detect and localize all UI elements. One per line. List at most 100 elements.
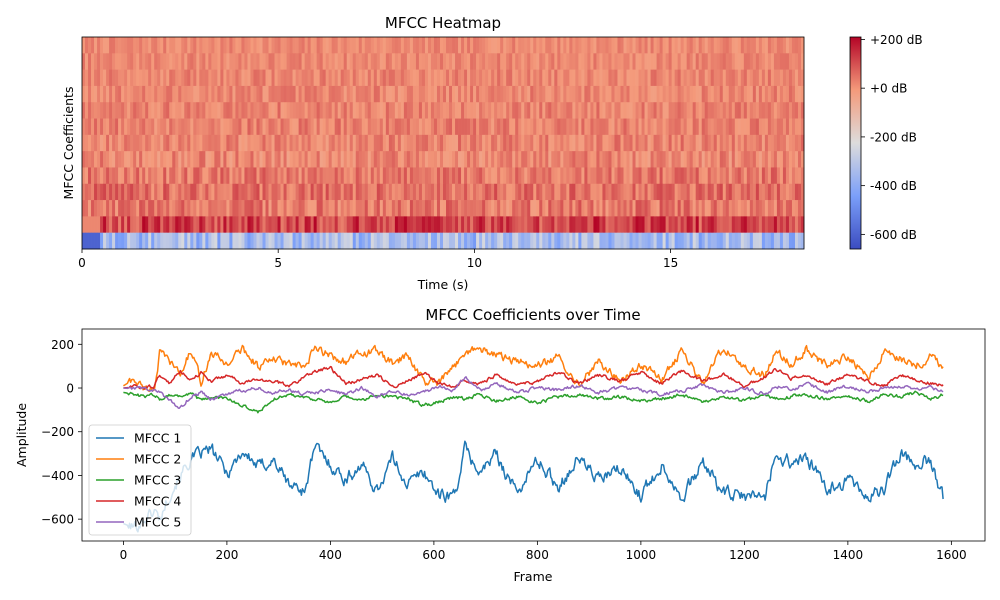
- heatmap-cell: [142, 102, 146, 119]
- heatmap-cell: [400, 216, 405, 234]
- heatmap-cell: [485, 134, 489, 152]
- heatmap-cell: [187, 232, 191, 250]
- heatmap-cell: [172, 200, 176, 217]
- heatmap-cell: [229, 134, 233, 152]
- heatmap-cell: [686, 200, 691, 217]
- heatmap-cell: [352, 134, 357, 152]
- heatmap-cell: [665, 200, 669, 217]
- heatmap-cell: [764, 134, 769, 152]
- heatmap-cell: [310, 134, 314, 152]
- heatmap-cell: [94, 183, 98, 201]
- heatmap-cell: [196, 134, 200, 152]
- heatmap-cell: [349, 102, 354, 119]
- heatmap-cell: [599, 118, 603, 136]
- heatmap-cell: [190, 53, 194, 70]
- heatmap-cell: [707, 37, 712, 54]
- heatmap-cell: [449, 37, 453, 54]
- heatmap-cell: [455, 151, 459, 168]
- heatmap-cell: [779, 167, 784, 185]
- heatmap-cell: [608, 216, 612, 234]
- heatmap-cell: [752, 200, 757, 217]
- heatmap-cell: [587, 69, 591, 87]
- heatmap-cell: [118, 53, 122, 70]
- heatmap-cell: [385, 167, 390, 185]
- heatmap-cell: [734, 118, 739, 136]
- heatmap-cell: [259, 134, 263, 152]
- heatmap-cell: [557, 69, 561, 87]
- heatmap-cell: [385, 102, 390, 119]
- heatmap-cell: [358, 118, 363, 136]
- heatmap-cell: [175, 167, 179, 185]
- heatmap-cell: [737, 167, 742, 185]
- heatmap-cell: [136, 118, 140, 136]
- heatmap-cell: [467, 167, 471, 185]
- heatmap-cell: [334, 53, 339, 70]
- heatmap-cell: [788, 183, 793, 201]
- heatmap-cell: [199, 134, 203, 152]
- heatmap-cell: [352, 167, 357, 185]
- heatmap-cell: [692, 37, 697, 54]
- heatmap-cell: [301, 232, 305, 250]
- heatmap-cell: [458, 167, 462, 185]
- heatmap-cell: [539, 151, 543, 168]
- heatmap-cell: [713, 118, 718, 136]
- heatmap-cell: [674, 69, 678, 87]
- heatmap-cell: [256, 118, 260, 136]
- heatmap-cell: [109, 167, 113, 185]
- heatmap-cell: [575, 151, 579, 168]
- heatmap-cell: [713, 167, 718, 185]
- heatmap-cell: [109, 151, 113, 168]
- heatmap-cell: [391, 37, 396, 54]
- heatmap-cell: [551, 69, 555, 87]
- heatmap-cell: [400, 53, 405, 70]
- heatmap-cell: [349, 118, 354, 136]
- heatmap-cell: [418, 85, 423, 103]
- heatmap-cell: [614, 232, 618, 250]
- heatmap-cell: [373, 37, 378, 54]
- heatmap-cell: [743, 85, 748, 103]
- heatmap-cell: [533, 216, 537, 234]
- heatmap-cell: [656, 118, 660, 136]
- heatmap-cell: [427, 200, 432, 217]
- heatmap-cell: [385, 85, 390, 103]
- heatmap-cell: [340, 53, 345, 70]
- heatmap-cell: [220, 102, 224, 119]
- heatmap-cell: [196, 183, 200, 201]
- heatmap-cell: [647, 118, 651, 136]
- heatmap-cell: [605, 53, 609, 70]
- heatmap-cell: [199, 102, 203, 119]
- heatmap-cell: [458, 183, 462, 201]
- heatmap-cell: [241, 183, 245, 201]
- heatmap-cell: [722, 167, 727, 185]
- heatmap-cell: [136, 151, 140, 168]
- heatmap-cell: [187, 216, 191, 234]
- heatmap-cell: [241, 151, 245, 168]
- heatmap-cell: [746, 200, 751, 217]
- heatmap-cell: [731, 183, 736, 201]
- heatmap-cell: [500, 85, 504, 103]
- heatmap-cell: [737, 85, 742, 103]
- line-chart-x-tick-label: 0: [120, 548, 128, 562]
- heatmap-cell: [103, 232, 107, 250]
- heatmap-cell: [605, 216, 609, 234]
- heatmap-cell: [154, 37, 158, 54]
- heatmap-cell: [716, 69, 721, 87]
- heatmap-cell: [208, 85, 212, 103]
- heatmap-cell: [701, 183, 706, 201]
- heatmap-cell: [352, 200, 357, 217]
- heatmap-cell: [674, 232, 678, 250]
- heatmap-cell: [608, 151, 612, 168]
- heatmap-cell: [199, 85, 203, 103]
- heatmap-cell: [704, 118, 709, 136]
- heatmap-cell: [758, 216, 763, 234]
- heatmap-cell: [439, 151, 444, 168]
- heatmap-cell: [494, 183, 498, 201]
- heatmap-cell: [464, 85, 468, 103]
- heatmap-cell: [373, 216, 378, 234]
- heatmap-cell: [355, 167, 360, 185]
- heatmap-cell: [587, 183, 591, 201]
- heatmap-cell: [683, 85, 688, 103]
- heatmap-cell: [277, 69, 281, 87]
- heatmap-cell: [485, 167, 489, 185]
- heatmap-cell: [725, 102, 730, 119]
